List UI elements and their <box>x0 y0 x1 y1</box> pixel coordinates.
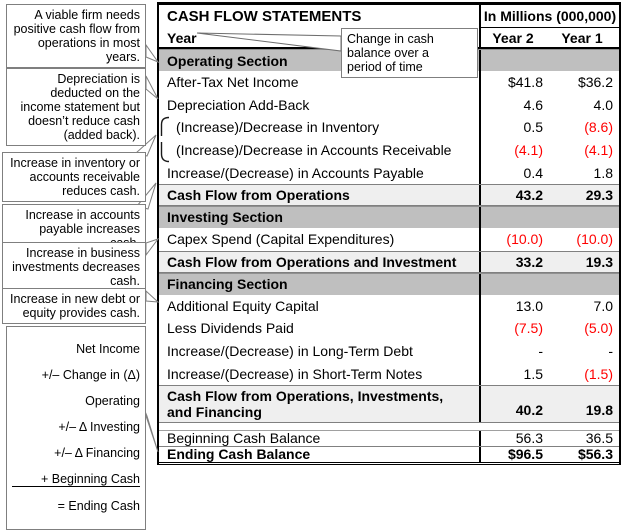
col-header-year2: Year 2 <box>479 28 549 47</box>
formula-line: Operating <box>85 394 140 408</box>
annotation-inventory-receivable: Increase in inventory or accounts receiv… <box>2 152 146 202</box>
formula-line-beginning-cash: + Beginning Cash <box>12 473 140 487</box>
table-row: After-Tax Net Income $41.8 $36.2 <box>159 71 619 94</box>
annotation-cash-formula: Net Income +/– Change in (Δ) Operating +… <box>6 326 146 530</box>
subtotal-row-operations-investment: Cash Flow from Operations and Investment… <box>159 250 619 273</box>
formula-line: +/– Δ Investing <box>58 420 140 434</box>
annotation-viable-firm: A viable firm needs positive cash flow f… <box>6 4 146 68</box>
formula-line: Net Income <box>76 342 140 356</box>
row-ending-cash-balance: Ending Cash Balance $96.5 $56.3 <box>159 446 619 465</box>
spacer-row <box>159 423 619 430</box>
col-header-year1: Year 1 <box>561 29 603 46</box>
section-row-financing: Financing Section <box>159 272 619 295</box>
row-beginning-cash-balance: Beginning Cash Balance 56.3 36.5 <box>159 429 619 447</box>
table-row: Capex Spend (Capital Expenditures) (10.0… <box>159 227 619 251</box>
year-label: Year <box>167 29 197 46</box>
annotation-business-investments: Increase in business investments decreas… <box>2 242 146 292</box>
table-row: Increase/(Decrease) in Accounts Payable … <box>159 161 619 184</box>
table-row: Increase/(Decrease) in Long-Term Debt - … <box>159 339 619 363</box>
annotation-depreciation: Depreciation is deducted on the income s… <box>6 68 146 146</box>
table-row: (Increase)/Decrease in Accounts Receivab… <box>159 138 619 162</box>
units-header: In Millions (000,000) <box>479 5 619 28</box>
table-title: CASH FLOW STATEMENTS <box>167 8 362 25</box>
table-row: Less Dividends Paid (7.5) (5.0) <box>159 317 619 340</box>
table-row: Additional Equity Capital 13.0 7.0 <box>159 294 619 318</box>
table-row: (Increase)/Decrease in Inventory 0.5 (8.… <box>159 116 619 139</box>
formula-line: +/– Change in (Δ) <box>41 368 140 382</box>
table-title-row: CASH FLOW STATEMENTS In Millions (000,00… <box>159 5 619 28</box>
annotation-year-note: Change in cash balance over a period of … <box>341 28 478 78</box>
subtotal-row-operations: Cash Flow from Operations 43.2 29.3 <box>159 183 619 206</box>
subtotal-row-ops-inv-financing: Cash Flow from Operations, Investments, … <box>159 384 619 423</box>
formula-line-ending-cash: = Ending Cash <box>57 499 140 513</box>
annotation-debt-equity: Increase in new debt or equity provides … <box>2 288 146 324</box>
formula-line: +/– Δ Financing <box>54 446 140 460</box>
table-row: Depreciation Add-Back 4.6 4.0 <box>159 93 619 117</box>
table-row: Increase/(Decrease) in Short-Term Notes … <box>159 362 619 385</box>
section-row-investing: Investing Section <box>159 205 619 228</box>
